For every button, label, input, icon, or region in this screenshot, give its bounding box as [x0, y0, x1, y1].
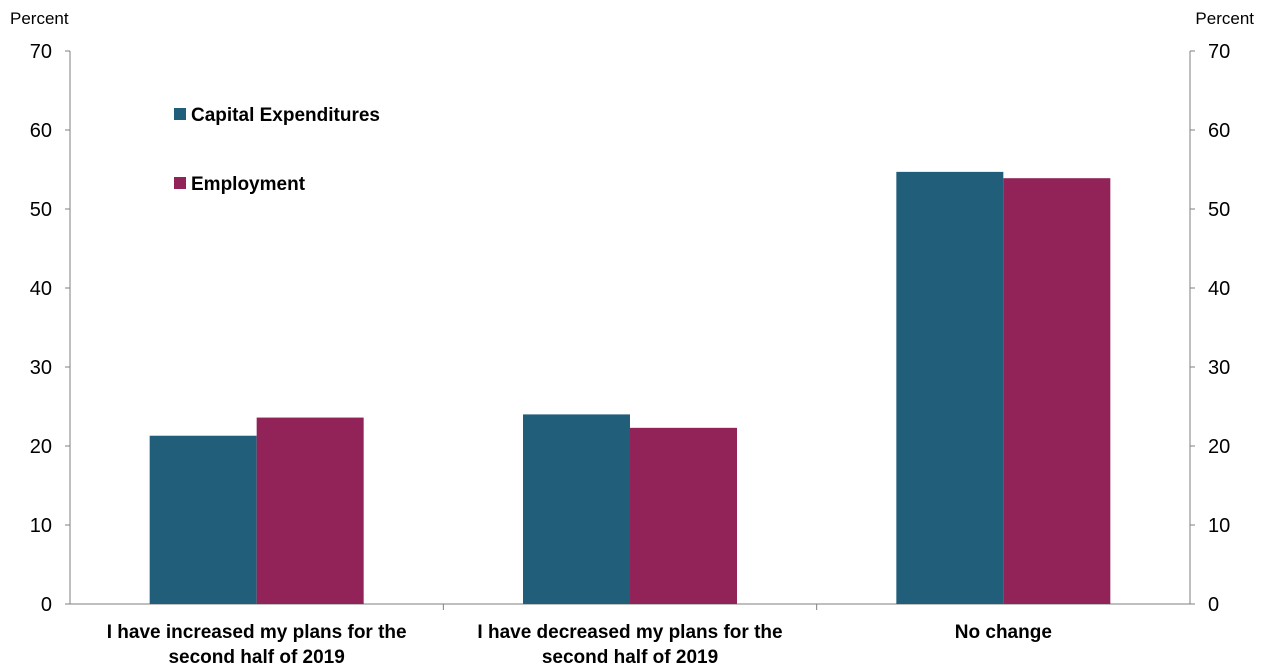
category-label-line: second half of 2019	[168, 647, 344, 668]
bar-capital-expenditures	[896, 171, 1004, 604]
bar-capital-expenditures	[523, 414, 630, 604]
category-label: I have decreased my plans for the second …	[477, 622, 782, 668]
category-label-line: I have decreased my plans for the	[477, 622, 782, 643]
right-y-tick-label: 60	[1208, 120, 1230, 142]
left-y-tick-label: 40	[30, 278, 52, 300]
legend-label-capital-expenditures: Capital Expenditures	[191, 105, 380, 126]
bar-employment	[630, 427, 737, 604]
bar-employment	[256, 417, 364, 604]
right-y-tick-label: 20	[1208, 436, 1230, 458]
bar-employment	[1003, 178, 1111, 604]
legend-label-employment: Employment	[191, 174, 306, 195]
bar-capital-expenditures	[149, 435, 257, 604]
right-y-tick-label: 30	[1208, 357, 1230, 379]
right-y-tick-label: 0	[1208, 594, 1219, 616]
right-y-tick-label: 10	[1208, 515, 1230, 537]
left-axis-unit-label: Percent	[10, 9, 69, 28]
category-label-line: second half of 2019	[542, 647, 718, 668]
left-y-tick-label: 70	[30, 41, 52, 63]
right-y-tick-label: 40	[1208, 278, 1230, 300]
left-y-tick-label: 60	[30, 120, 52, 142]
right-y-tick-label: 50	[1208, 199, 1230, 221]
category-label-line: I have increased my plans for the	[107, 622, 407, 643]
legend-swatch-capital-expenditures	[174, 108, 186, 120]
category-label-line: No change	[955, 622, 1052, 643]
left-y-tick-label: 20	[30, 436, 52, 458]
category-labels: I have increased my plans for the second …	[107, 622, 1052, 668]
category-label: I have increased my plans for the second …	[107, 622, 407, 668]
right-axis-unit-label: Percent	[1195, 9, 1254, 28]
legend-swatch-employment	[174, 177, 186, 189]
left-y-tick-label: 0	[41, 594, 52, 616]
right-y-tick-label: 70	[1208, 41, 1230, 63]
left-y-tick-label: 10	[30, 515, 52, 537]
category-label: No change	[955, 622, 1052, 643]
left-y-tick-label: 50	[30, 199, 52, 221]
legend: Capital Expenditures Employment	[174, 105, 380, 195]
left-y-tick-label: 30	[30, 357, 52, 379]
bars	[149, 171, 1111, 604]
